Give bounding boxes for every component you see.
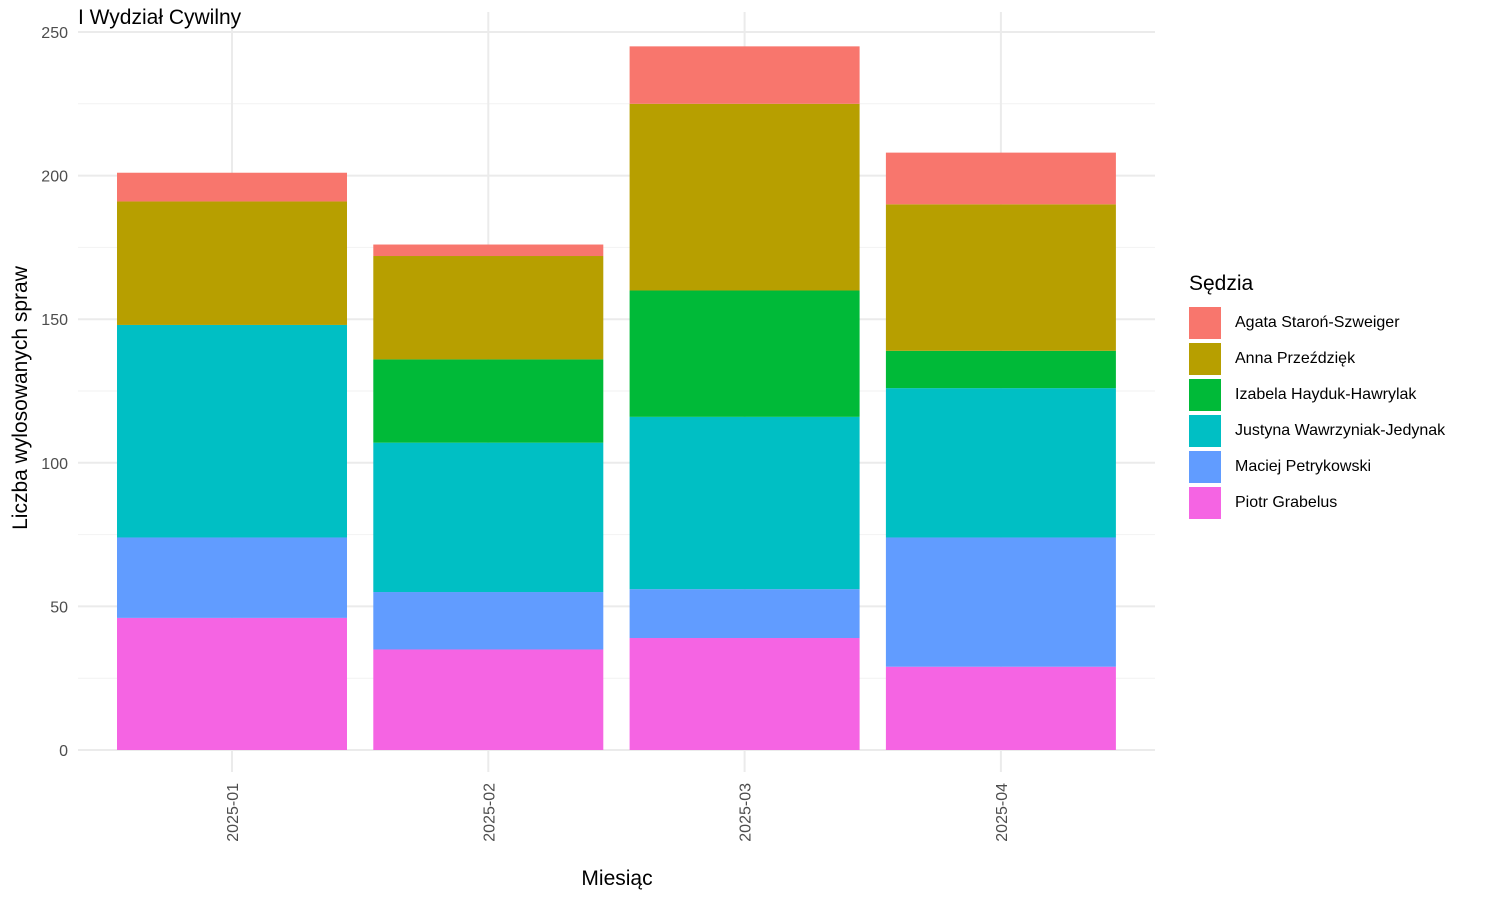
y-tick-label: 50 — [50, 599, 68, 616]
legend-label: Maciej Petrykowski — [1235, 458, 1372, 475]
y-tick-label: 150 — [41, 312, 68, 329]
legend-title: Sędzia — [1189, 272, 1254, 295]
legend-item: Agata Staroń-Szweiger — [1189, 305, 1445, 341]
bar-segment — [885, 204, 1116, 351]
bar-segment — [885, 152, 1116, 205]
bar-segment — [885, 350, 1116, 389]
axes: 0 50 100 150 200 250 2025-01 2025-02 2025-03 2025… — [41, 25, 1011, 842]
legend-swatch — [1189, 415, 1221, 447]
y-axis-label: Liczba wylosowanych spraw — [9, 265, 32, 530]
bar-segment — [117, 617, 347, 750]
y-tick-label: 100 — [41, 456, 68, 473]
bar-segment — [117, 537, 347, 618]
bar-segment — [885, 388, 1116, 538]
legend: Sędzia Agata Staroń-Szweiger Anna Przeźdz… — [1189, 272, 1445, 521]
bar-segment — [373, 244, 604, 257]
legend-items: Agata Staroń-Szweiger Anna Przeździęk Izab… — [1189, 305, 1445, 521]
legend-swatch — [1189, 451, 1221, 483]
bar-segment — [373, 359, 604, 443]
legend-label: Piotr Grabelus — [1235, 494, 1338, 511]
bar-segment — [629, 589, 860, 638]
legend-item: Anna Przeździęk — [1189, 341, 1445, 377]
legend-label: Izabela Hayduk-Hawrylak — [1235, 386, 1417, 403]
bar-segment — [629, 290, 860, 417]
legend-item: Izabela Hayduk-Hawrylak — [1189, 377, 1445, 413]
bar-segment — [117, 201, 347, 325]
x-tick-label: 2025-04 — [994, 783, 1011, 842]
y-tick-label: 200 — [41, 169, 68, 186]
bar-segment — [885, 666, 1116, 750]
bar-segment — [373, 442, 604, 593]
legend-swatch — [1189, 307, 1221, 339]
legend-label: Justyna Wawrzyniak-Jedynak — [1235, 422, 1446, 439]
bar-segment — [117, 324, 347, 538]
x-axis-label: Miesiąc — [581, 867, 652, 890]
chart-title: I Wydział Cywilny — [78, 6, 242, 29]
bar-segment — [629, 416, 860, 590]
legend-swatch — [1189, 379, 1221, 411]
legend-swatch — [1189, 487, 1221, 519]
legend-label: Agata Staroń-Szweiger — [1235, 314, 1400, 331]
y-tick-label: 0 — [59, 743, 68, 760]
legend-item: Piotr Grabelus — [1189, 485, 1445, 521]
bar-segment — [117, 172, 347, 202]
bar-segment — [373, 256, 604, 360]
x-tick-label: 2025-01 — [225, 783, 242, 842]
legend-swatch — [1189, 343, 1221, 375]
bar-segment — [373, 649, 604, 750]
bar-segment — [885, 537, 1116, 667]
legend-item: Justyna Wawrzyniak-Jedynak — [1189, 413, 1445, 449]
legend-item: Maciej Petrykowski — [1189, 449, 1445, 485]
bar-segment — [629, 103, 860, 291]
x-tick-label: 2025-03 — [738, 783, 755, 842]
bar-segment — [629, 637, 860, 750]
bars — [117, 46, 1116, 750]
bar-segment — [373, 592, 604, 650]
bar-segment — [629, 46, 860, 104]
y-tick-label: 250 — [41, 25, 68, 42]
x-tick-label: 2025-02 — [481, 783, 498, 842]
legend-label: Anna Przeździęk — [1235, 350, 1356, 367]
